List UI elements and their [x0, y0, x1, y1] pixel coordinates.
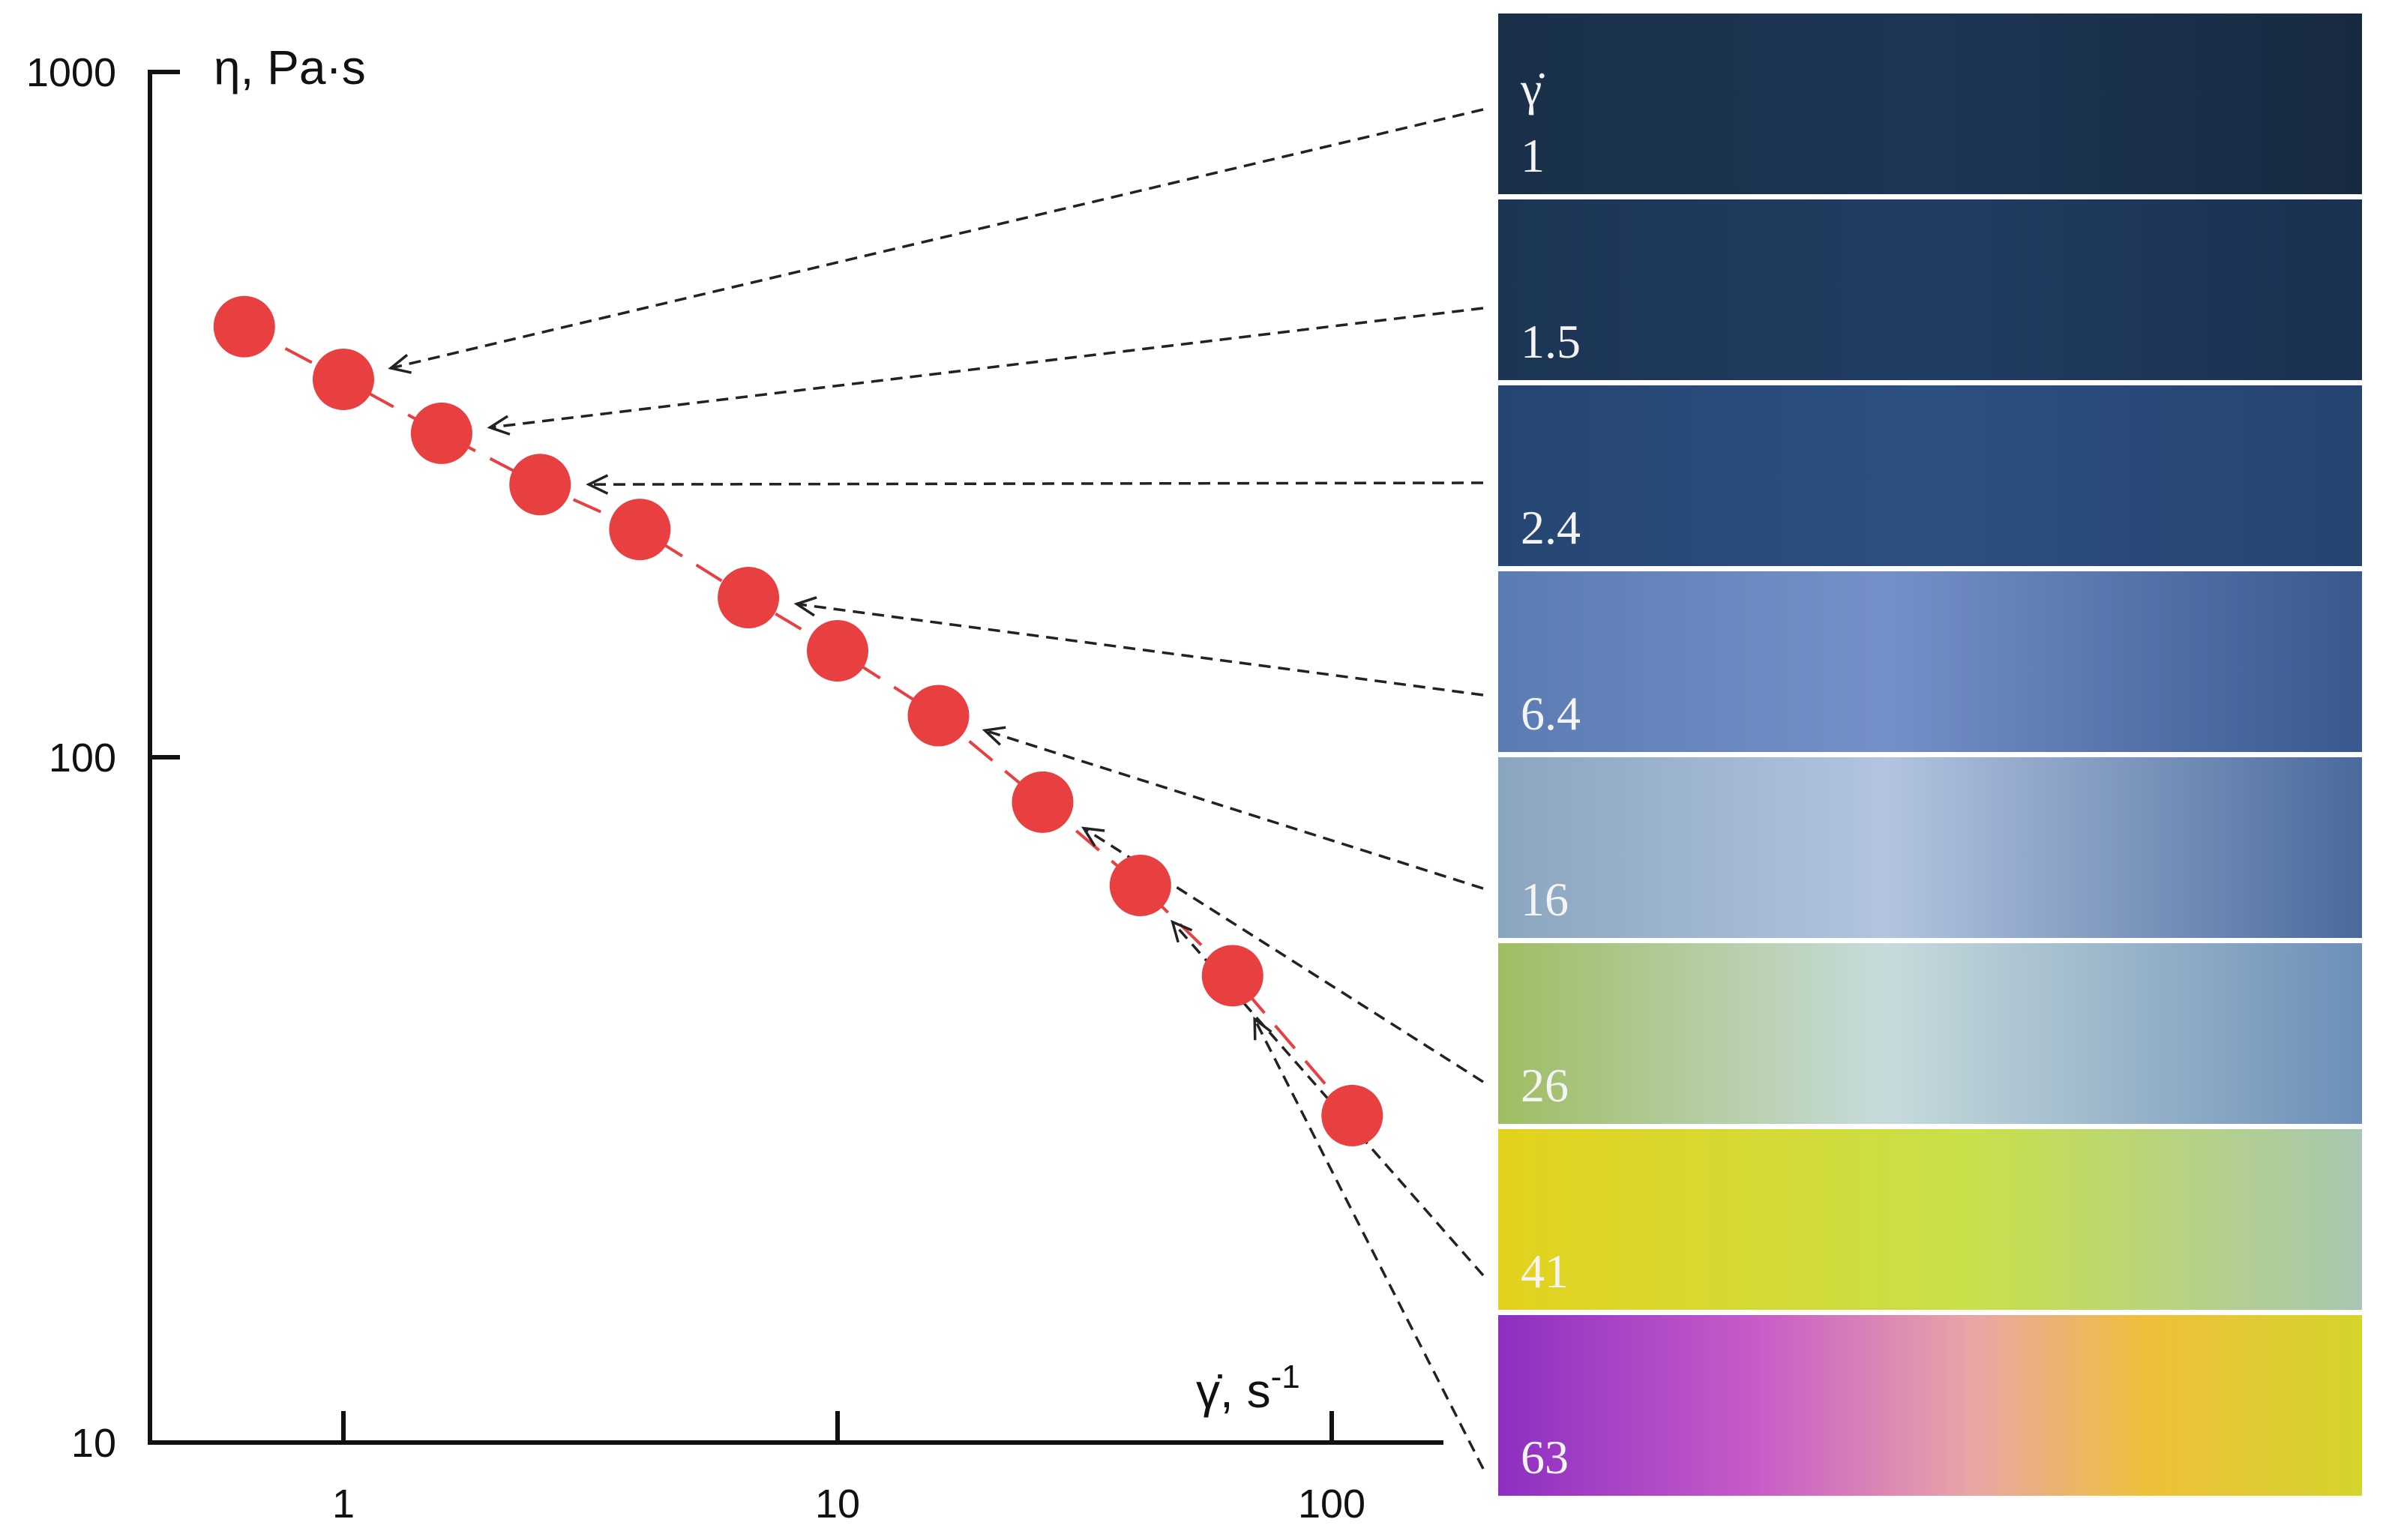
- data-point-1: [213, 295, 275, 358]
- x-ticks: 1 10 100: [332, 1411, 1365, 1527]
- strip-label-1: 1: [1521, 129, 1545, 182]
- arrow-head-41: [1171, 919, 1193, 943]
- arrow-head-2.4: [586, 474, 609, 495]
- arrow-head-1: [388, 353, 412, 374]
- data-point-11: [1201, 945, 1263, 1007]
- strip-label-26: 26: [1521, 1059, 1569, 1112]
- arrow-head-16: [982, 726, 1006, 746]
- photo-strip-41: [1498, 1129, 2362, 1310]
- data-point-8: [907, 685, 970, 747]
- arrow-head-1.5: [487, 415, 511, 436]
- photo-strip-16: [1498, 757, 2362, 938]
- arrow-head-6.4: [793, 596, 817, 617]
- y-tick-label: 10: [71, 1421, 116, 1466]
- x-tick-label: 1: [332, 1482, 355, 1527]
- arrow-line-1.5: [490, 307, 1484, 429]
- arrow-line-2.4: [589, 481, 1484, 486]
- photo-strip-1.5: [1498, 199, 2362, 380]
- data-point-2: [313, 348, 374, 410]
- shear-rate-photo-strips: 1 1.5 2.4 6.4 16 26 41 63: [1498, 13, 2362, 1496]
- strip-label-2.4: 2.4: [1521, 501, 1581, 554]
- y-tick-label: 100: [49, 736, 116, 780]
- photo-strip-63: [1498, 1315, 2362, 1496]
- data-point-10: [1109, 854, 1171, 916]
- y-ticks: 10 100 1000: [26, 50, 180, 1466]
- strip-label-6.4: 6.4: [1521, 687, 1581, 740]
- arrow-line-6.4: [796, 602, 1484, 697]
- y-axis-title: η, Pa·s: [214, 40, 366, 94]
- strip-label-1.5: 1.5: [1521, 315, 1581, 368]
- data-point-4: [509, 454, 571, 516]
- chart-axes: [148, 72, 1443, 1445]
- strip-header-gamma-dot: γ̇: [1520, 62, 1545, 115]
- strip-label-16: 16: [1521, 873, 1569, 926]
- data-point-6: [718, 567, 780, 629]
- arrow-line-63: [1253, 1018, 1485, 1470]
- data-point-12: [1321, 1084, 1383, 1146]
- x-axis-title: γ̇, s-1: [1196, 1359, 1300, 1418]
- data-point-3: [410, 402, 472, 464]
- strip-label-63: 63: [1521, 1431, 1569, 1484]
- arrow-line-1: [390, 108, 1484, 370]
- data-point-9: [1012, 771, 1074, 833]
- photo-strip-2.4: [1498, 385, 2362, 566]
- x-tick-label: 100: [1298, 1482, 1365, 1527]
- data-points: [213, 295, 1383, 1146]
- arrow-head-26: [1081, 826, 1105, 847]
- x-tick-label: 10: [815, 1482, 860, 1527]
- photo-strip-26: [1498, 943, 2362, 1124]
- strip-label-41: 41: [1521, 1245, 1569, 1298]
- data-point-7: [807, 620, 868, 682]
- x-axis-title-main: γ̇, s: [1196, 1364, 1271, 1418]
- strip-arrows: [388, 108, 1485, 1470]
- series-connector: [243, 325, 1353, 1117]
- photo-strip-1: [1498, 13, 2362, 194]
- series-line: [243, 325, 1353, 1117]
- y-tick-label: 1000: [26, 50, 116, 95]
- data-point-5: [609, 499, 671, 561]
- photo-strip-6.4: [1498, 571, 2362, 752]
- arrow-head-63: [1253, 1016, 1272, 1041]
- arrow-line-16: [984, 729, 1484, 890]
- x-axis-title-superscript: -1: [1271, 1359, 1300, 1395]
